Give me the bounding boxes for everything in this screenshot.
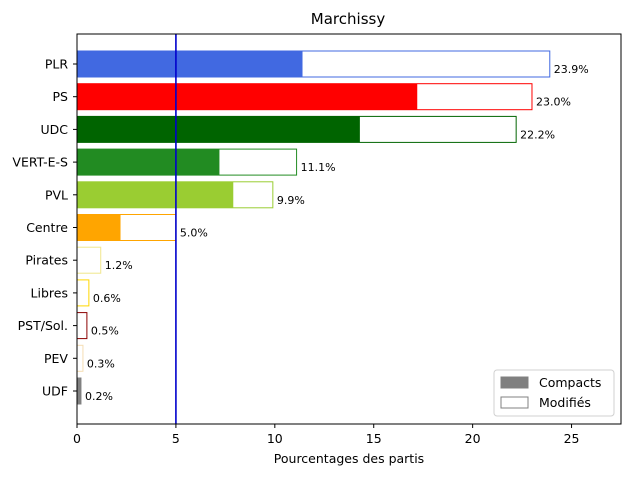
bar-outline-libres — [76, 279, 90, 307]
data-label-udc: 22.2% — [520, 128, 555, 141]
y-tick-label-vert-e-s: VERT-E-S — [12, 155, 68, 170]
data-label-vert-e-s: 11.1% — [301, 161, 336, 174]
bar-filled-udf — [77, 378, 81, 404]
bar-outline-pst-sol — [76, 312, 88, 340]
x-tick-label-25: 25 — [564, 431, 580, 446]
x-tick-label-0: 0 — [73, 431, 81, 446]
legend: Compacts Modifiés — [493, 369, 615, 417]
y-tick-label-pev: PEV — [44, 351, 68, 366]
data-label-ps: 23.0% — [536, 96, 571, 109]
legend-label-compacts: Compacts — [539, 375, 601, 390]
y-tick-label-ps: PS — [53, 89, 69, 104]
chart-title: Marchissy — [311, 10, 386, 28]
legend-label-modifi-s: Modifiés — [539, 395, 591, 410]
bar-filled-centre — [77, 214, 121, 241]
data-label-pev: 0.3% — [87, 357, 115, 370]
y-tick-label-libres: Libres — [31, 285, 68, 300]
bar-filled-vert-e-s — [77, 149, 220, 176]
legend-swatch-compacts — [500, 376, 529, 389]
bar-filled-pvl — [77, 181, 234, 208]
bar-filled-udc — [77, 116, 360, 143]
y-tick-label-centre: Centre — [26, 220, 68, 235]
y-tick-label-udf: UDF — [42, 384, 68, 399]
y-tick-label-pst-sol: PST/Sol. — [18, 318, 68, 333]
bar-filled-ps — [77, 83, 418, 110]
x-tick-label-5: 5 — [172, 431, 180, 446]
x-axis-label: Pourcentages des partis — [274, 451, 424, 466]
plot-frame — [76, 33, 622, 425]
y-tick-label-pvl: PVL — [45, 187, 68, 202]
x-tick-label-10: 10 — [267, 431, 283, 446]
y-tick-label-plr: PLR — [45, 57, 69, 72]
y-tick-label-udc: UDC — [40, 122, 68, 137]
bar-filled-plr — [77, 51, 303, 77]
data-label-libres: 0.6% — [93, 292, 121, 305]
x-tick-label-20: 20 — [465, 431, 481, 446]
bar-outline-pirates — [76, 246, 102, 274]
bar-outline-pev — [76, 344, 84, 372]
data-label-centre: 5.0% — [180, 227, 208, 240]
y-tick-label-pirates: Pirates — [25, 253, 68, 268]
data-label-pst-sol: 0.5% — [91, 325, 119, 338]
legend-swatch-modifi-s — [500, 396, 529, 409]
plot-area: 23.9% PLR 23.0% PS 22.2% UDC 11.1% VERT-E-S 9.9%… — [12, 34, 589, 446]
x-tick-label-15: 15 — [366, 431, 382, 446]
data-label-pirates: 1.2% — [105, 259, 133, 272]
data-label-plr: 23.9% — [554, 63, 589, 76]
data-label-udf: 0.2% — [85, 390, 113, 403]
data-label-pvl: 9.9% — [277, 194, 305, 207]
